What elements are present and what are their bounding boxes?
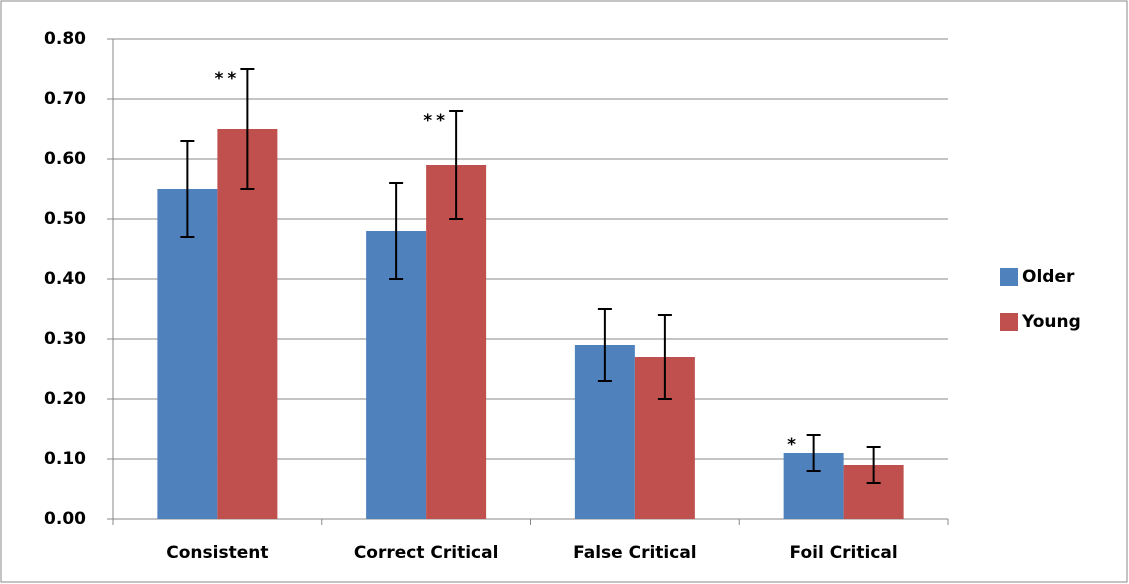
y-tick-label: 0.20: [44, 389, 86, 409]
annotation: **: [423, 111, 449, 131]
x-tick-label: Consistent: [166, 543, 268, 563]
bar: [217, 129, 278, 519]
error-bar: [240, 68, 255, 190]
legend-swatch: [1000, 268, 1018, 286]
error-bar: [180, 140, 195, 238]
annotation: **: [214, 69, 240, 89]
error-bar: [449, 110, 464, 220]
error-bar: [657, 314, 672, 400]
legend-swatch: [1000, 313, 1018, 331]
y-tick-label: 0.10: [44, 449, 86, 469]
legend-label: Young: [1021, 312, 1081, 332]
x-tick-label: Correct Critical: [354, 543, 499, 563]
error-bar: [389, 182, 404, 280]
y-tick-label: 0.00: [44, 509, 86, 529]
error-bar: [866, 446, 881, 484]
annotation: *: [787, 435, 800, 455]
x-tick-label: Foil Critical: [790, 543, 898, 563]
y-tick-label: 0.40: [44, 269, 86, 289]
y-tick-label: 0.70: [44, 89, 86, 109]
y-tick-label: 0.80: [44, 29, 86, 49]
bar: [157, 189, 218, 519]
legend-label: Older: [1022, 267, 1075, 287]
bar: [426, 165, 487, 519]
y-tick-label: 0.30: [44, 329, 86, 349]
y-tick-label: 0.50: [44, 209, 86, 229]
x-tick-label: False Critical: [573, 543, 697, 563]
error-bar: [806, 434, 821, 472]
y-tick-label: 0.60: [44, 149, 86, 169]
error-bar: [597, 308, 612, 382]
